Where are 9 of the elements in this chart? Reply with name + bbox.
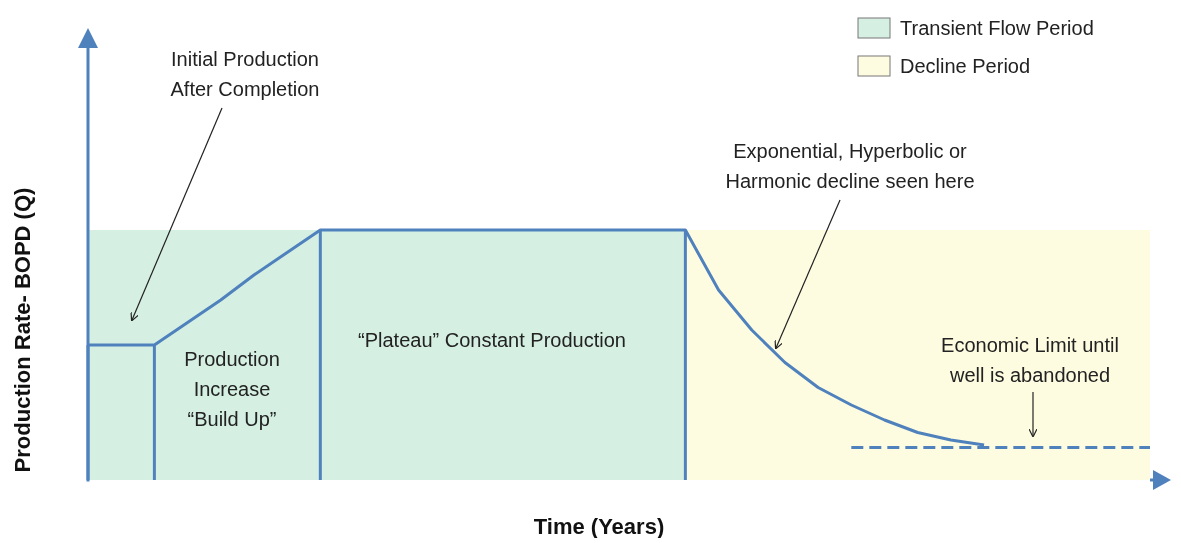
text: Transient Flow Period xyxy=(900,17,1094,39)
annotation: “Plateau” Constant Production xyxy=(358,329,626,351)
text: Exponential, Hyperbolic or Harmonic decline seen here xyxy=(725,140,975,192)
text: Initial Production After Completion xyxy=(170,48,320,100)
annotation: Production Increase “Build Up” xyxy=(184,348,280,430)
annotation: Economic Limit until well is abandoned xyxy=(941,334,1119,386)
y-axis-title: Production Rate- BOPD (Q) xyxy=(10,187,35,473)
x-axis-title: Time (Years) xyxy=(533,514,665,539)
text: Decline Period xyxy=(900,55,1031,77)
